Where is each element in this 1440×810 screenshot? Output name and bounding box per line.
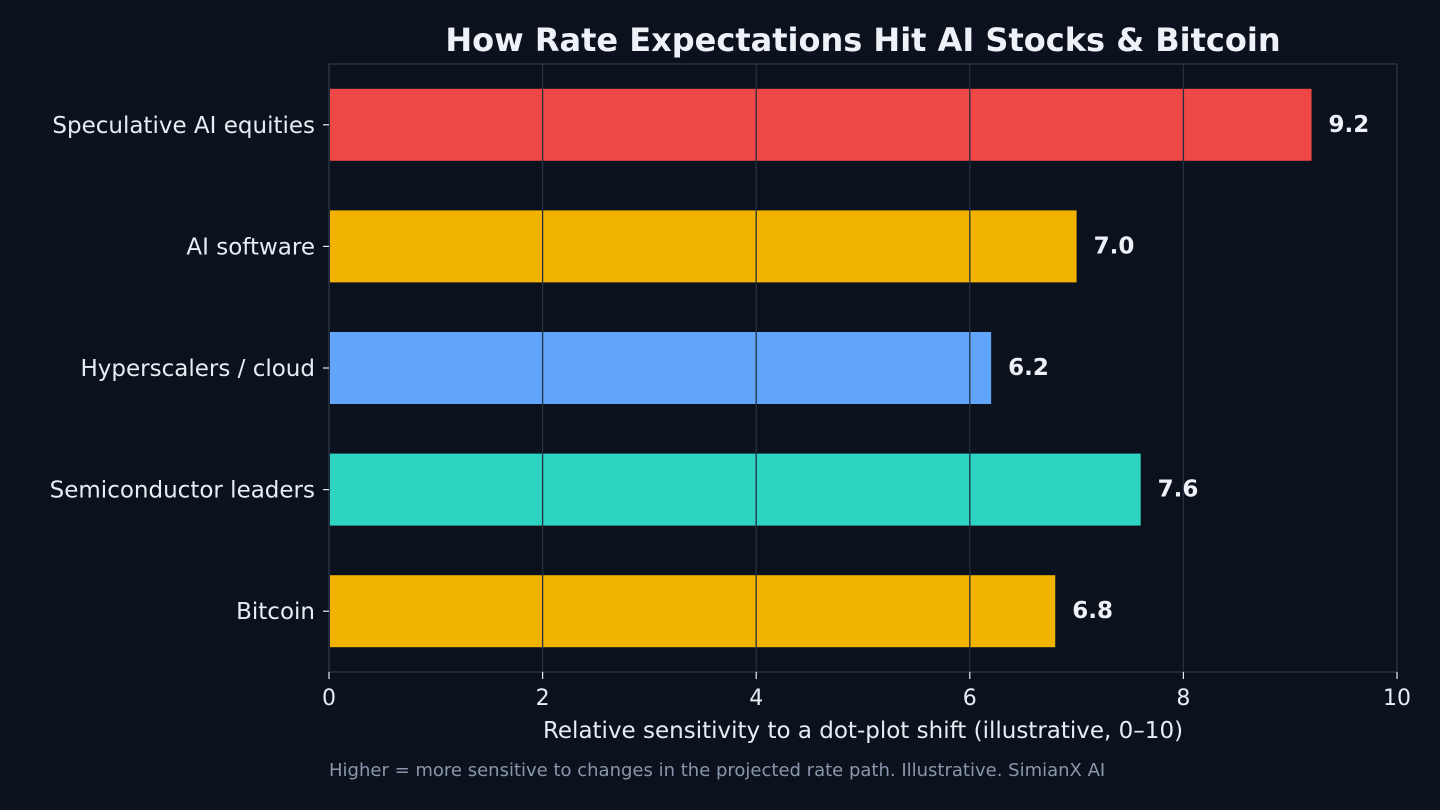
value-label-4: 6.8 xyxy=(1072,598,1113,624)
value-label-1: 7.0 xyxy=(1094,233,1135,259)
x-axis-label: Relative sensitivity to a dot-plot shift… xyxy=(543,718,1183,744)
x-tick-label-0: 0 xyxy=(322,686,336,711)
bar-2 xyxy=(330,332,992,404)
category-label-4: Bitcoin xyxy=(236,599,315,625)
bar-3 xyxy=(330,453,1141,526)
value-label-3: 7.6 xyxy=(1158,477,1199,503)
chart-title: How Rate Expectations Hit AI Stocks & Bi… xyxy=(445,21,1280,59)
x-tick-label-3: 6 xyxy=(963,686,977,711)
bar-4 xyxy=(330,575,1056,648)
x-tick-label-1: 2 xyxy=(536,686,550,711)
x-tick-label-5: 10 xyxy=(1383,686,1411,711)
bars xyxy=(330,88,1312,648)
bar-1 xyxy=(330,210,1077,283)
grid-lines xyxy=(541,64,1185,672)
value-labels: 9.2 7.0 6.2 7.6 6.8 xyxy=(1008,112,1369,624)
category-label-2: Hyperscalers / cloud xyxy=(81,356,315,382)
category-label-0: Speculative AI equities xyxy=(52,113,315,139)
x-tick-label-2: 4 xyxy=(749,686,763,711)
bar-0 xyxy=(330,88,1312,161)
value-label-0: 9.2 xyxy=(1329,112,1370,138)
category-label-1: AI software xyxy=(186,234,315,260)
x-axis-ticks: 0 2 4 6 8 10 xyxy=(322,672,1411,711)
category-label-3: Semiconductor leaders xyxy=(50,478,315,504)
value-label-2: 6.2 xyxy=(1008,355,1049,381)
y-axis-ticks: Speculative AI equities AI software Hypers… xyxy=(50,113,329,625)
x-tick-label-4: 8 xyxy=(1176,686,1190,711)
footnote: Higher = more sensitive to changes in th… xyxy=(329,760,1105,781)
